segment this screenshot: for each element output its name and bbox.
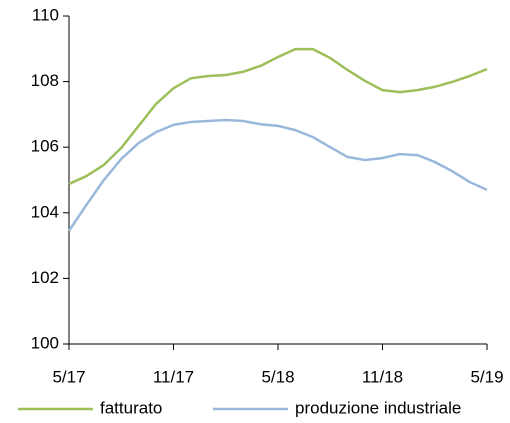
x-tick-label: 11/17 xyxy=(153,367,194,386)
x-tick-label: 5/17 xyxy=(52,367,85,386)
x-tick-label: 11/18 xyxy=(362,367,403,386)
y-tick-label: 104 xyxy=(31,202,59,221)
line-series xyxy=(68,47,488,186)
y-tick-label: 102 xyxy=(31,268,59,287)
y-tick-label: 110 xyxy=(32,5,59,24)
y-tick-label: 108 xyxy=(31,71,59,90)
legend-label: fatturato xyxy=(100,398,162,417)
y-tick-label: 106 xyxy=(31,137,59,156)
x-tick-label: 5/18 xyxy=(261,367,294,386)
legend-label: produzione industriale xyxy=(295,398,461,417)
x-tick-label: 5/19 xyxy=(470,367,503,386)
line-series xyxy=(67,118,488,232)
y-tick-label: 100 xyxy=(31,333,59,352)
